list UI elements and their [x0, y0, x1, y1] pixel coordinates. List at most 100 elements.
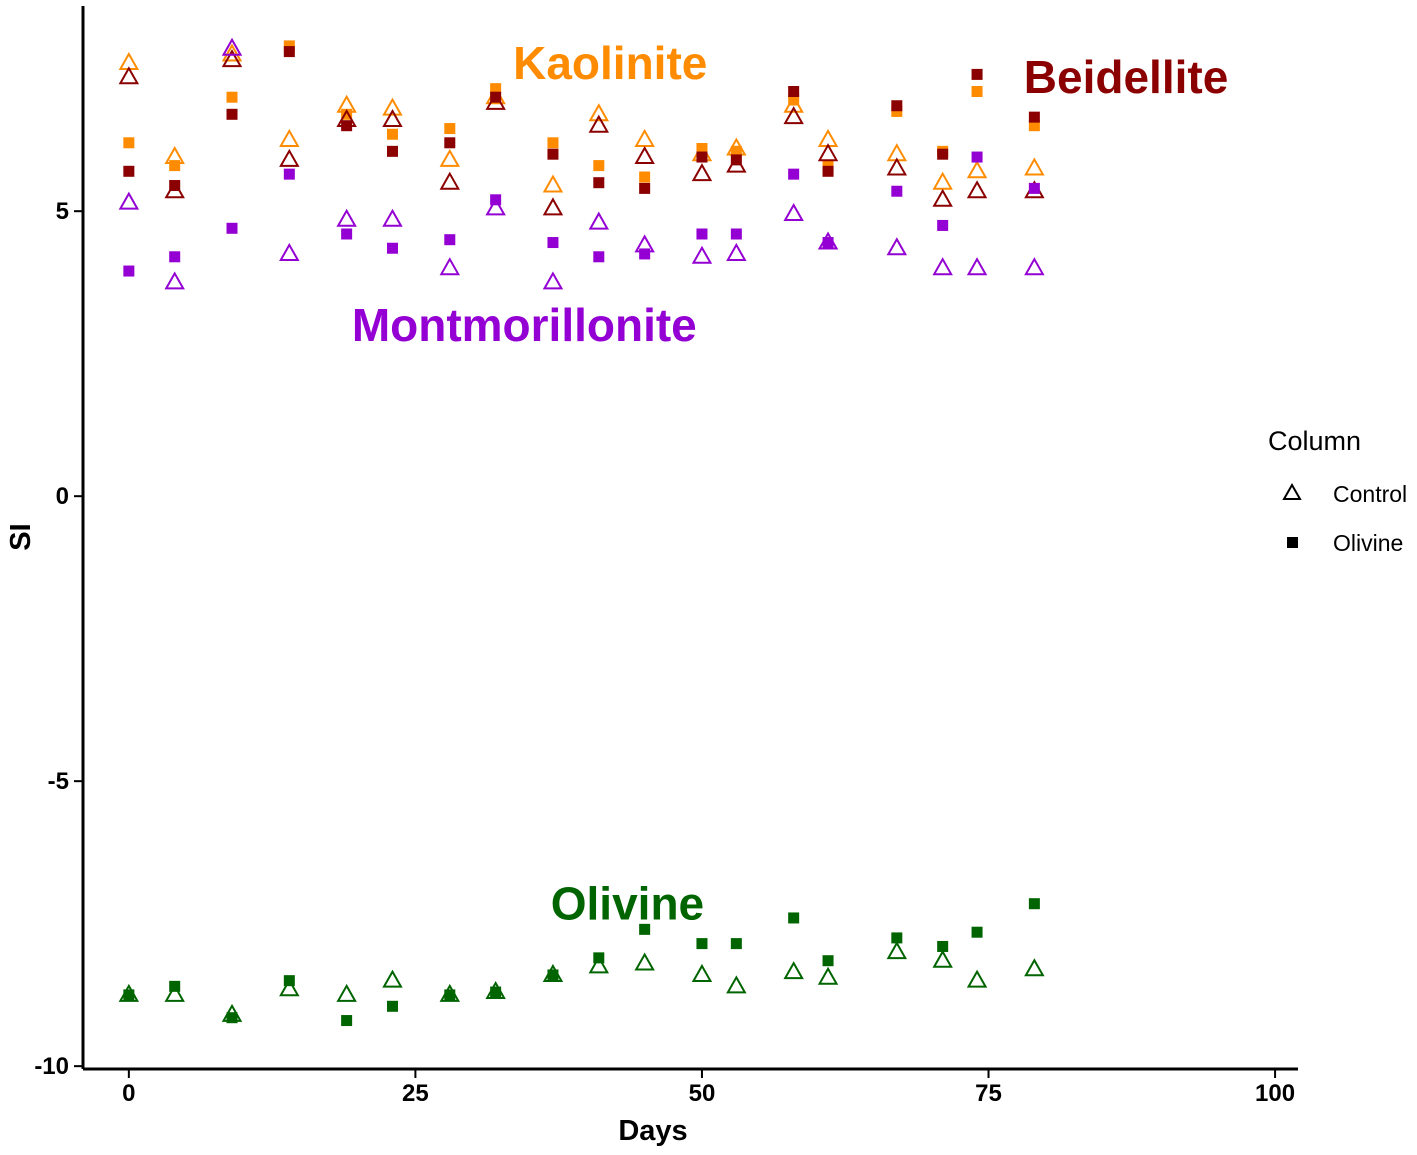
legend: Column Control Olivine — [1268, 426, 1407, 556]
point-olivine-control-day-50 — [691, 963, 713, 982]
point-beidellite-olivine-day-23 — [386, 145, 398, 157]
point-montmorillonite-olivine-day-53 — [730, 228, 742, 240]
point-montmorillonite-control-day-4 — [164, 271, 185, 290]
point-montmorillonite-control-day-14 — [279, 242, 300, 261]
point-beidellite-olivine-day-32 — [490, 91, 502, 103]
point-olivine-olivine-day-61 — [822, 955, 834, 967]
y-tick-label-0: 0 — [56, 483, 69, 510]
point-olivine-olivine-day-41 — [593, 952, 605, 964]
point-olivine-control-day-67 — [886, 941, 908, 960]
point-kaolinite-olivine-day-53 — [730, 145, 742, 157]
point-beidellite-olivine-day-41 — [593, 177, 605, 189]
point-kaolinite-olivine-day-37 — [547, 137, 559, 149]
point-olivine-olivine-day-71 — [937, 940, 949, 952]
x-tick-label-25: 25 — [402, 1080, 429, 1107]
point-olivine-olivine-day-19 — [341, 1015, 353, 1027]
point-olivine-control-day-4 — [164, 983, 185, 1002]
annotation-beidellite: Beidellite — [1024, 51, 1229, 103]
point-kaolinite-control-day-9 — [221, 43, 243, 62]
annotation-montmorillonite: Montmorillonite — [352, 299, 697, 351]
point-olivine-control-day-74 — [966, 969, 988, 988]
point-olivine-control-day-71 — [932, 949, 953, 968]
point-olivine-olivine-day-9 — [226, 1012, 238, 1024]
point-kaolinite-control-day-71 — [932, 171, 953, 190]
point-beidellite-olivine-day-4 — [169, 180, 181, 192]
series-beidellite-olivine — [123, 46, 1040, 194]
point-beidellite-olivine-day-71 — [937, 148, 949, 160]
point-montmorillonite-control-day-37 — [542, 271, 564, 290]
point-olivine-control-day-58 — [783, 961, 804, 980]
point-olivine-control-day-19 — [336, 983, 357, 1002]
point-kaolinite-olivine-day-32 — [490, 83, 502, 95]
point-beidellite-olivine-day-50 — [696, 151, 708, 163]
point-montmorillonite-olivine-day-79 — [1028, 182, 1040, 194]
point-beidellite-olivine-day-45 — [639, 182, 651, 194]
point-olivine-control-day-23 — [382, 969, 403, 988]
point-beidellite-olivine-day-67 — [891, 100, 903, 112]
point-olivine-olivine-day-79 — [1028, 898, 1040, 910]
point-kaolinite-olivine-day-79 — [1028, 120, 1040, 132]
point-montmorillonite-olivine-day-50 — [696, 228, 708, 240]
point-olivine-control-day-45 — [634, 952, 655, 971]
point-kaolinite-olivine-day-41 — [593, 160, 605, 172]
point-olivine-olivine-day-50 — [696, 938, 708, 950]
point-montmorillonite-olivine-day-32 — [490, 194, 502, 206]
point-montmorillonite-olivine-day-41 — [593, 251, 605, 263]
point-kaolinite-olivine-day-9 — [226, 91, 238, 103]
point-olivine-control-day-41 — [588, 955, 610, 974]
point-montmorillonite-olivine-day-19 — [341, 228, 353, 240]
point-montmorillonite-control-day-32 — [485, 197, 506, 216]
point-montmorillonite-control-day-50 — [691, 245, 713, 264]
point-kaolinite-olivine-day-67 — [891, 105, 903, 117]
point-kaolinite-control-day-41 — [588, 103, 610, 122]
y-tick-label--5: -5 — [48, 768, 69, 795]
point-olivine-olivine-day-58 — [788, 912, 800, 924]
point-beidellite-control-day-50 — [691, 163, 713, 182]
point-montmorillonite-olivine-day-61 — [822, 237, 834, 249]
point-kaolinite-control-day-79 — [1024, 157, 1045, 176]
point-olivine-control-day-14 — [279, 978, 300, 997]
legend-olivine-marker — [1287, 537, 1298, 548]
point-montmorillonite-olivine-day-28 — [444, 234, 456, 246]
point-kaolinite-olivine-day-4 — [169, 160, 181, 172]
point-beidellite-olivine-day-58 — [788, 85, 800, 97]
point-olivine-control-day-53 — [726, 975, 747, 994]
point-beidellite-control-day-61 — [817, 143, 839, 162]
point-beidellite-control-day-37 — [542, 197, 564, 216]
point-beidellite-control-day-41 — [588, 114, 610, 133]
point-beidellite-olivine-day-61 — [822, 165, 834, 177]
x-tick-label-75: 75 — [975, 1080, 1002, 1107]
point-montmorillonite-olivine-day-45 — [639, 248, 651, 260]
point-kaolinite-olivine-day-14 — [283, 40, 295, 52]
point-montmorillonite-control-day-58 — [783, 203, 804, 222]
point-olivine-olivine-day-4 — [169, 980, 181, 992]
point-montmorillonite-control-day-74 — [966, 257, 988, 276]
point-montmorillonite-olivine-day-0 — [123, 265, 135, 277]
point-kaolinite-olivine-day-23 — [386, 128, 398, 140]
point-montmorillonite-olivine-day-71 — [937, 219, 949, 231]
point-montmorillonite-control-day-19 — [336, 208, 357, 227]
x-tick-label-0: 0 — [122, 1080, 135, 1107]
point-olivine-olivine-day-37 — [547, 969, 559, 981]
point-beidellite-olivine-day-53 — [730, 154, 742, 166]
point-montmorillonite-olivine-day-37 — [547, 237, 559, 249]
point-beidellite-control-day-58 — [783, 106, 804, 125]
point-montmorillonite-control-day-28 — [439, 257, 461, 276]
point-beidellite-olivine-day-14 — [283, 46, 295, 58]
point-kaolinite-olivine-day-61 — [822, 160, 834, 172]
point-beidellite-olivine-day-74 — [971, 68, 983, 80]
point-olivine-olivine-day-74 — [971, 926, 983, 938]
point-montmorillonite-control-day-79 — [1024, 257, 1045, 276]
point-montmorillonite-control-day-23 — [382, 208, 403, 227]
point-beidellite-olivine-day-79 — [1028, 111, 1040, 123]
point-montmorillonite-olivine-day-67 — [891, 185, 903, 197]
point-kaolinite-olivine-day-28 — [444, 123, 456, 135]
point-montmorillonite-olivine-day-4 — [169, 251, 181, 263]
point-beidellite-olivine-day-28 — [444, 137, 456, 149]
point-beidellite-control-day-14 — [279, 148, 300, 167]
point-beidellite-control-day-71 — [932, 188, 953, 207]
point-montmorillonite-olivine-day-74 — [971, 151, 983, 163]
x-axis-title: Days — [618, 1115, 687, 1147]
point-kaolinite-control-day-14 — [279, 128, 300, 147]
